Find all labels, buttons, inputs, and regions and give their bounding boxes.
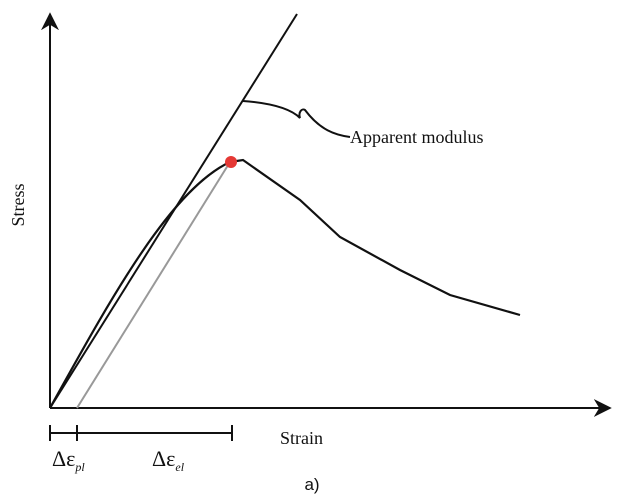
caption: a) [304, 475, 319, 494]
stress-strain-curve [49, 158, 521, 409]
strain-part: Δεpl [52, 446, 85, 474]
strain-part: Δεel [152, 446, 185, 474]
annotation: Apparent modulus [350, 127, 483, 147]
leader-line [242, 100, 351, 138]
peak-point [225, 156, 237, 168]
x-label: Strain [280, 428, 323, 448]
unloading-line [76, 161, 231, 409]
y-label: Stress [8, 183, 28, 226]
